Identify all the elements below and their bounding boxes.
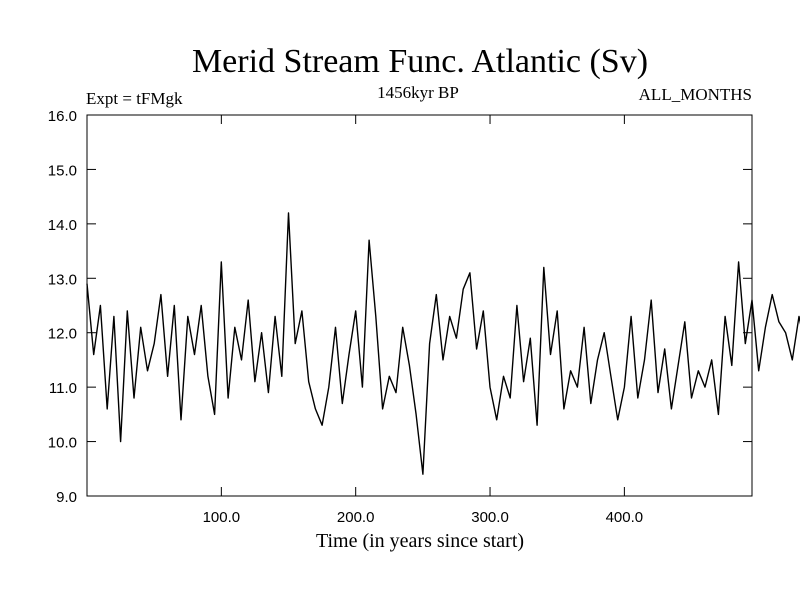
series-group — [86, 212, 800, 475]
chart-subtitle-left: Expt = tFMgk — [86, 89, 183, 108]
y-tick-label: 9.0 — [56, 489, 77, 506]
y-tick-label: 14.0 — [48, 217, 77, 234]
y-tick-label: 11.0 — [49, 380, 77, 397]
y-tick-label: 16.0 — [48, 108, 77, 125]
series-line — [86, 212, 800, 475]
x-tick-label: 200.0 — [337, 509, 375, 526]
chart-title: Merid Stream Func. Atlantic (Sv) — [192, 43, 648, 80]
y-axis: 9.0 10.0 11.0 12.0 13.0 14.0 15.0 16.0 — [48, 108, 752, 506]
y-tick-label: 13.0 — [48, 271, 77, 288]
x-tick-label: 300.0 — [471, 509, 509, 526]
chart-subtitle-center: 1456kyr BP — [377, 83, 459, 102]
y-tick-label: 15.0 — [48, 162, 77, 179]
y-tick-label: 12.0 — [48, 326, 77, 343]
x-axis: 100.0 200.0 300.0 400.0 — [203, 115, 644, 526]
chart-subtitle-right: ALL_MONTHS — [639, 85, 752, 104]
y-tick-label: 10.0 — [48, 435, 77, 452]
x-axis-label: Time (in years since start) — [316, 530, 524, 552]
x-tick-label: 400.0 — [606, 509, 644, 526]
x-tick-label: 100.0 — [203, 509, 241, 526]
